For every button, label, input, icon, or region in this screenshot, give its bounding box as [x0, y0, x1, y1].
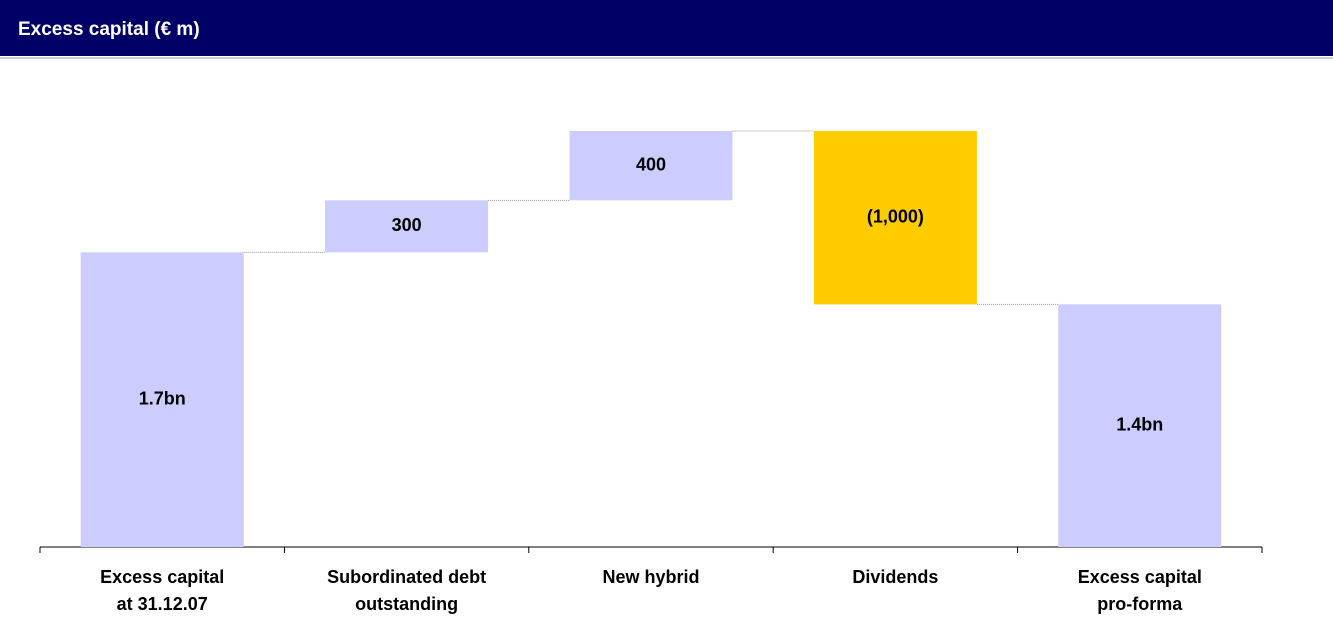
value-label: 1.4bn [1116, 414, 1163, 434]
bar [569, 131, 733, 201]
value-label: 300 [392, 215, 422, 235]
x-tick-label: outstanding [355, 594, 458, 614]
value-label: (1,000) [867, 206, 924, 226]
header-bar [0, 0, 1333, 56]
x-tick-label: Excess capital [100, 567, 224, 587]
x-tick-label: at 31.12.07 [117, 594, 208, 614]
chart-title: Excess capital (€ m) [18, 19, 200, 40]
value-label: 1.7bn [139, 388, 186, 408]
x-tick-label: Dividends [852, 567, 938, 587]
x-tick-label: Excess capital [1078, 567, 1202, 587]
x-tick-label: pro-forma [1097, 594, 1183, 614]
bar [1058, 304, 1222, 547]
value-label: 400 [636, 154, 666, 174]
bar [813, 131, 977, 305]
bar [80, 252, 244, 548]
bar [325, 200, 489, 253]
x-tick-label: Subordinated debt [327, 567, 486, 587]
x-tick-label: New hybrid [602, 567, 699, 587]
